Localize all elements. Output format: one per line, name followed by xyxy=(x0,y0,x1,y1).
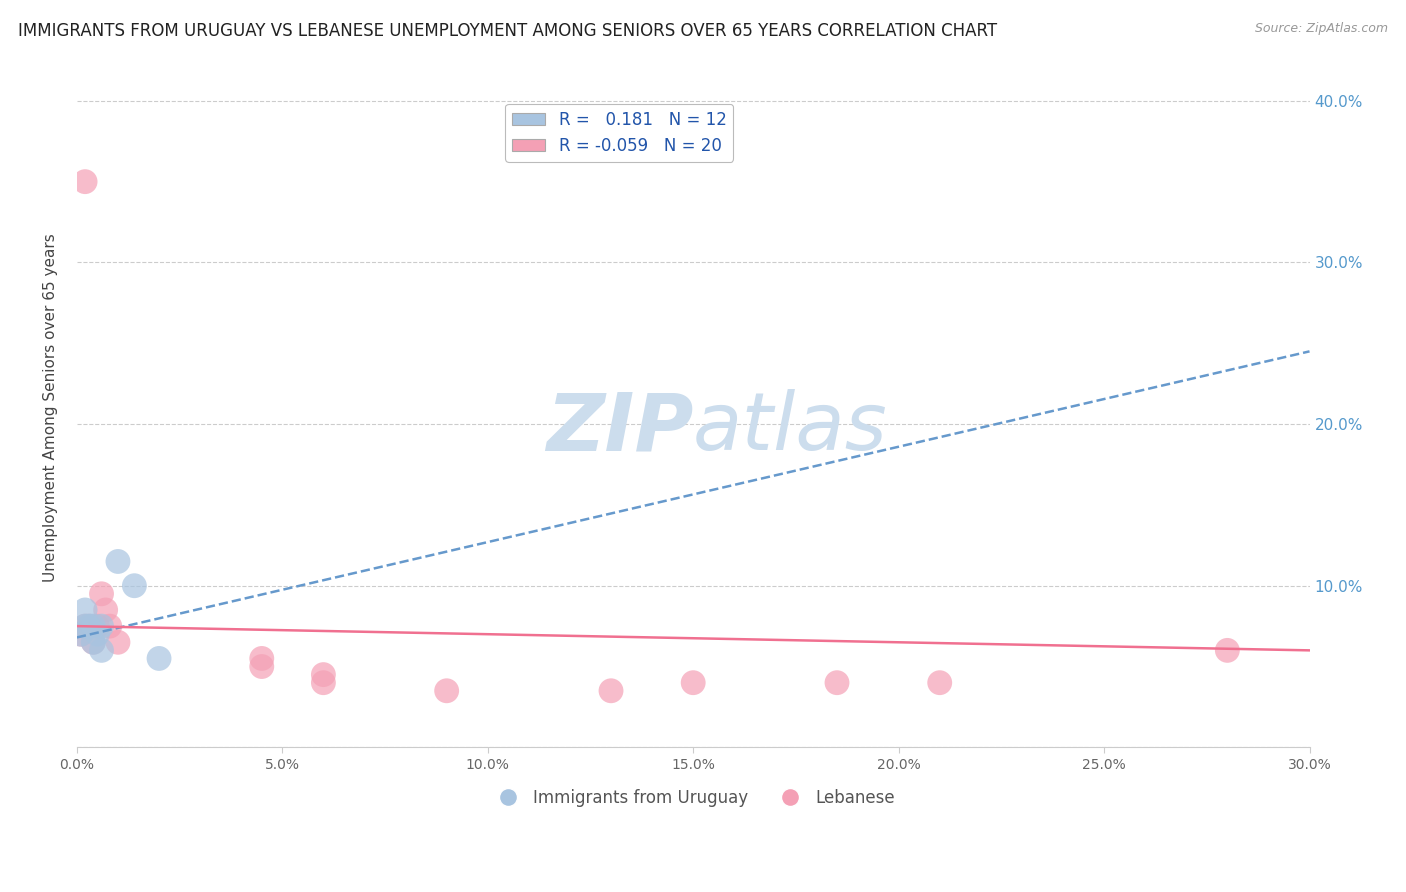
Point xyxy=(600,683,623,698)
Point xyxy=(90,619,112,633)
Point xyxy=(86,619,108,633)
Point xyxy=(82,619,104,633)
Text: atlas: atlas xyxy=(693,389,889,467)
Point xyxy=(436,683,458,698)
Point xyxy=(90,587,112,601)
Point xyxy=(75,619,97,633)
Point xyxy=(90,643,112,657)
Y-axis label: Unemployment Among Seniors over 65 years: Unemployment Among Seniors over 65 years xyxy=(44,234,58,582)
Text: Source: ZipAtlas.com: Source: ZipAtlas.com xyxy=(1254,22,1388,36)
Point xyxy=(82,635,104,649)
Point xyxy=(77,619,100,633)
Point xyxy=(70,627,93,641)
Point xyxy=(825,675,848,690)
Point xyxy=(82,635,104,649)
Point xyxy=(250,651,273,665)
Point xyxy=(75,603,97,617)
Point xyxy=(98,619,121,633)
Text: ZIP: ZIP xyxy=(546,389,693,467)
Point xyxy=(312,667,335,681)
Point xyxy=(75,175,97,189)
Point xyxy=(77,619,100,633)
Point xyxy=(75,619,97,633)
Point xyxy=(148,651,170,665)
Point xyxy=(124,579,146,593)
Point xyxy=(107,554,129,568)
Point xyxy=(312,675,335,690)
Point xyxy=(107,635,129,649)
Point xyxy=(94,603,117,617)
Point xyxy=(70,627,93,641)
Point xyxy=(1216,643,1239,657)
Point xyxy=(86,627,108,641)
Legend: Immigrants from Uruguay, Lebanese: Immigrants from Uruguay, Lebanese xyxy=(485,782,901,814)
Point xyxy=(928,675,950,690)
Point xyxy=(250,659,273,673)
Text: IMMIGRANTS FROM URUGUAY VS LEBANESE UNEMPLOYMENT AMONG SENIORS OVER 65 YEARS COR: IMMIGRANTS FROM URUGUAY VS LEBANESE UNEM… xyxy=(18,22,997,40)
Point xyxy=(682,675,704,690)
